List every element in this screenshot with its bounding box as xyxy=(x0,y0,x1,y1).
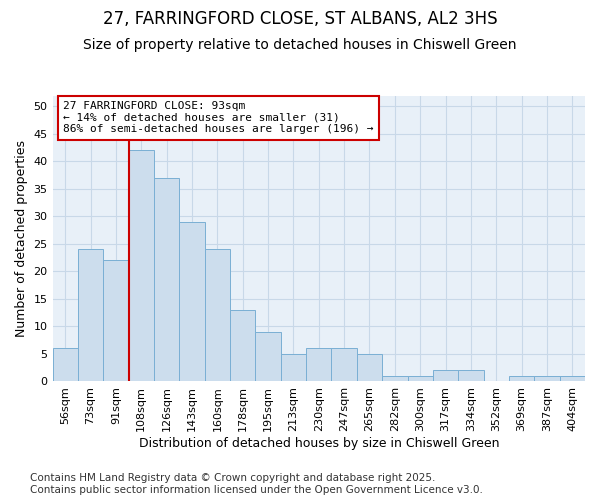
Bar xyxy=(103,260,128,382)
Bar xyxy=(256,332,281,382)
Text: Contains HM Land Registry data © Crown copyright and database right 2025.
Contai: Contains HM Land Registry data © Crown c… xyxy=(30,474,483,495)
Bar xyxy=(458,370,484,382)
Bar xyxy=(331,348,357,382)
Bar xyxy=(433,370,458,382)
Bar xyxy=(179,222,205,382)
Text: 27 FARRINGFORD CLOSE: 93sqm
← 14% of detached houses are smaller (31)
86% of sem: 27 FARRINGFORD CLOSE: 93sqm ← 14% of det… xyxy=(63,101,374,134)
Bar xyxy=(78,250,103,382)
Bar xyxy=(509,376,534,382)
Bar xyxy=(281,354,306,382)
Y-axis label: Number of detached properties: Number of detached properties xyxy=(15,140,28,337)
Bar xyxy=(407,376,433,382)
Text: 27, FARRINGFORD CLOSE, ST ALBANS, AL2 3HS: 27, FARRINGFORD CLOSE, ST ALBANS, AL2 3H… xyxy=(103,10,497,28)
Bar xyxy=(205,250,230,382)
Bar xyxy=(53,348,78,382)
Bar xyxy=(357,354,382,382)
Text: Size of property relative to detached houses in Chiswell Green: Size of property relative to detached ho… xyxy=(83,38,517,52)
Bar xyxy=(230,310,256,382)
Bar xyxy=(128,150,154,382)
Bar xyxy=(154,178,179,382)
Bar xyxy=(560,376,585,382)
Bar xyxy=(534,376,560,382)
Bar xyxy=(306,348,331,382)
Bar xyxy=(382,376,407,382)
X-axis label: Distribution of detached houses by size in Chiswell Green: Distribution of detached houses by size … xyxy=(139,437,499,450)
